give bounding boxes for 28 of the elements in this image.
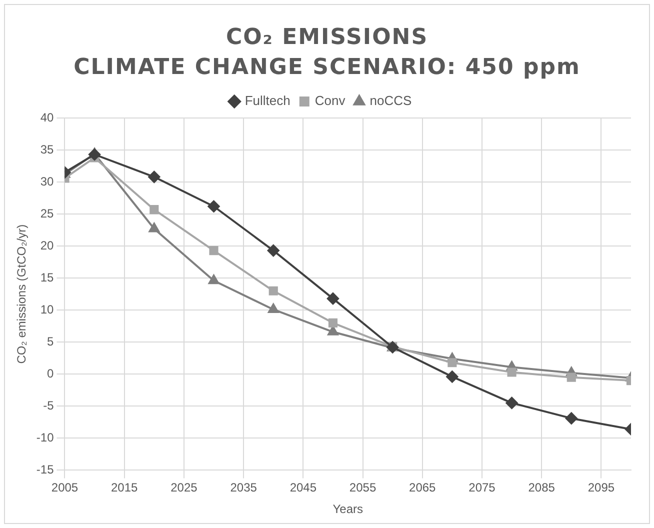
- y-tick-label: 5: [47, 334, 54, 348]
- y-tick-label: -10: [36, 430, 54, 444]
- y-axis-title: CO₂ emissions (GtCO₂/yr): [14, 224, 29, 364]
- x-tick-label: 2055: [349, 480, 376, 495]
- x-tick-label: 2045: [290, 480, 317, 495]
- x-tick-label: 2095: [588, 480, 615, 495]
- x-tick-label: 2085: [528, 480, 556, 495]
- x-tick-label: 2065: [409, 480, 436, 495]
- y-tick-label: 40: [40, 110, 54, 124]
- y-tick-label: -5: [43, 398, 54, 412]
- y-tick-label: 20: [40, 238, 54, 252]
- x-axis-title: Years: [332, 502, 363, 516]
- x-tick-label: 2015: [111, 480, 138, 495]
- legend-label: noCCS: [370, 93, 412, 108]
- y-tick-label: 30: [40, 174, 54, 188]
- legend-label: Conv: [314, 93, 346, 108]
- y-tick-label: 0: [47, 366, 54, 380]
- y-tick-label: 15: [40, 270, 54, 284]
- chart-title: CO₂ EMISSIONS CLIMATE CHANGE SCENARIO: 450 ppm: [72, 24, 582, 82]
- y-tick-label: 10: [40, 302, 54, 316]
- x-tick-label: 2025: [170, 480, 198, 495]
- x-tick-label: 2075: [468, 480, 496, 495]
- x-tick-label: 2005: [51, 480, 78, 495]
- y-tick-label: 25: [40, 206, 54, 220]
- y-tick-label: -15: [36, 462, 54, 477]
- legend-label: Fulltech: [244, 93, 290, 108]
- y-tick-label: 35: [40, 142, 54, 156]
- x-tick-label: 2035: [230, 480, 258, 495]
